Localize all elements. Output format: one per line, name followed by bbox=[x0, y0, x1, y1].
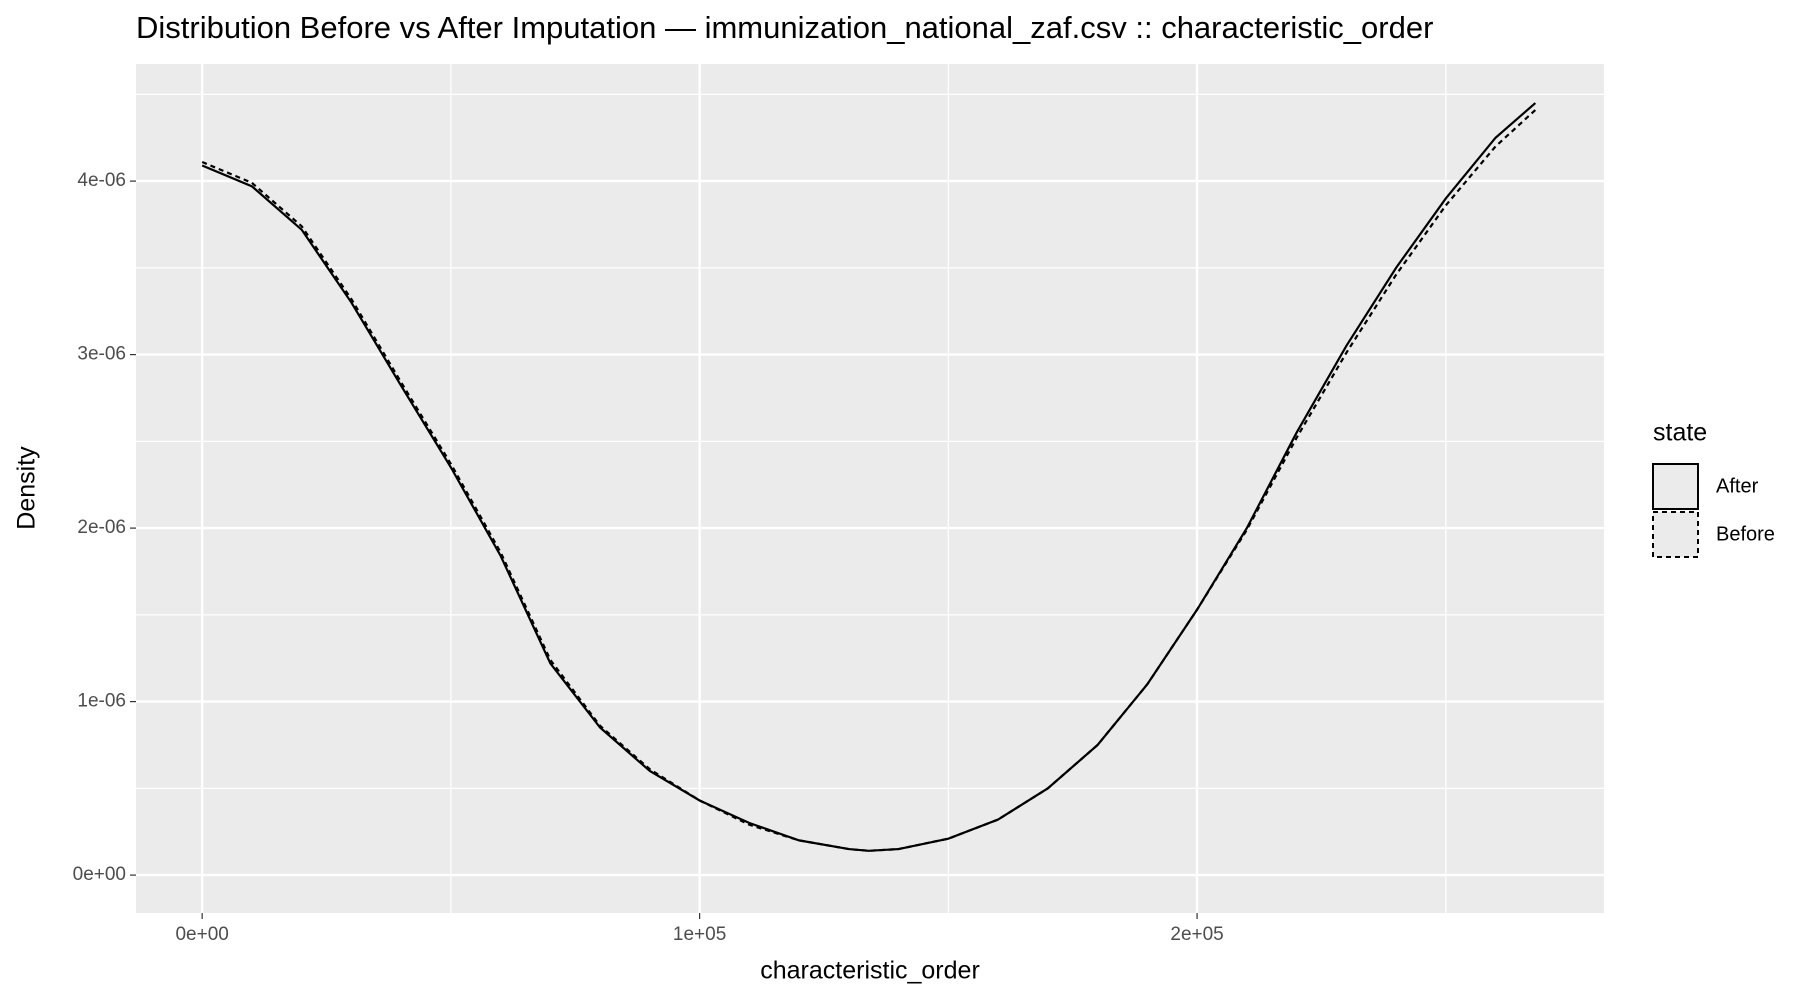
x-tick-label: 0e+00 bbox=[175, 924, 228, 945]
x-tick-label: 1e+05 bbox=[673, 924, 726, 945]
legend-label: After bbox=[1716, 475, 1759, 497]
legend-key bbox=[1652, 511, 1699, 558]
density-line bbox=[201, 102, 1537, 852]
y-tick-label: 1e-06 bbox=[77, 691, 126, 712]
x-axis-label: characteristic_order bbox=[760, 957, 980, 985]
y-axis-label: Density bbox=[13, 446, 41, 530]
legend-title: state bbox=[1653, 419, 1707, 447]
x-tick-label: 2e+05 bbox=[1170, 924, 1223, 945]
chart-title: Distribution Before vs After Imputation … bbox=[136, 10, 1433, 45]
y-tick-label: 3e-06 bbox=[77, 344, 126, 365]
legend-label: Before bbox=[1716, 523, 1775, 545]
y-tick-label: 0e+00 bbox=[73, 864, 126, 885]
legend-key bbox=[1652, 463, 1699, 510]
y-tick-label: 2e-06 bbox=[77, 517, 126, 538]
y-tick-label: 4e-06 bbox=[77, 170, 126, 191]
plot-panel bbox=[136, 64, 1604, 913]
